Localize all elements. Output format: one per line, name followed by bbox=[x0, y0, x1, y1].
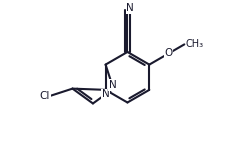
Text: N: N bbox=[108, 80, 116, 90]
Text: N: N bbox=[126, 3, 133, 13]
Text: Cl: Cl bbox=[40, 91, 50, 101]
Text: O: O bbox=[164, 48, 172, 58]
Text: CH₃: CH₃ bbox=[185, 39, 203, 49]
Text: N: N bbox=[101, 89, 109, 99]
